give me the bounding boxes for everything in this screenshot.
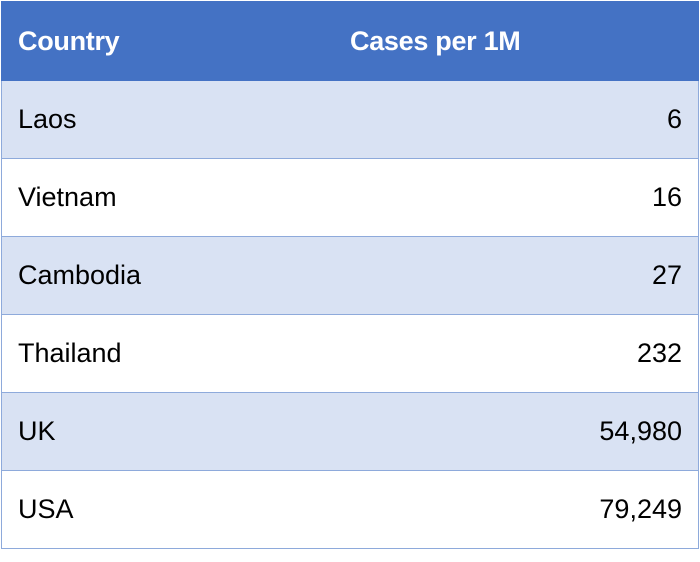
table-row: Cambodia 27 [1,236,699,315]
country-cell: Cambodia [1,236,350,315]
country-cell: Laos [1,80,350,159]
cases-cell: 27 [349,236,699,315]
header-country: Country [1,1,350,81]
country-cell: Thailand [1,314,350,393]
cases-cell: 232 [349,314,699,393]
table-row: USA 79,249 [1,470,699,549]
cases-table: Country Cases per 1M Laos 6 Vietnam 16 C… [1,1,699,549]
header-cases: Cases per 1M [349,1,699,81]
table-row: Thailand 232 [1,314,699,393]
cases-cell: 79,249 [349,470,699,549]
cases-cell: 6 [349,80,699,159]
country-cell: Vietnam [1,158,350,237]
table-row: Laos 6 [1,80,699,159]
country-cell: USA [1,470,350,549]
table-row: Vietnam 16 [1,158,699,237]
country-cell: UK [1,392,350,471]
header-row: Country Cases per 1M [1,1,699,81]
table-row: UK 54,980 [1,392,699,471]
cases-cell: 16 [349,158,699,237]
cases-cell: 54,980 [349,392,699,471]
